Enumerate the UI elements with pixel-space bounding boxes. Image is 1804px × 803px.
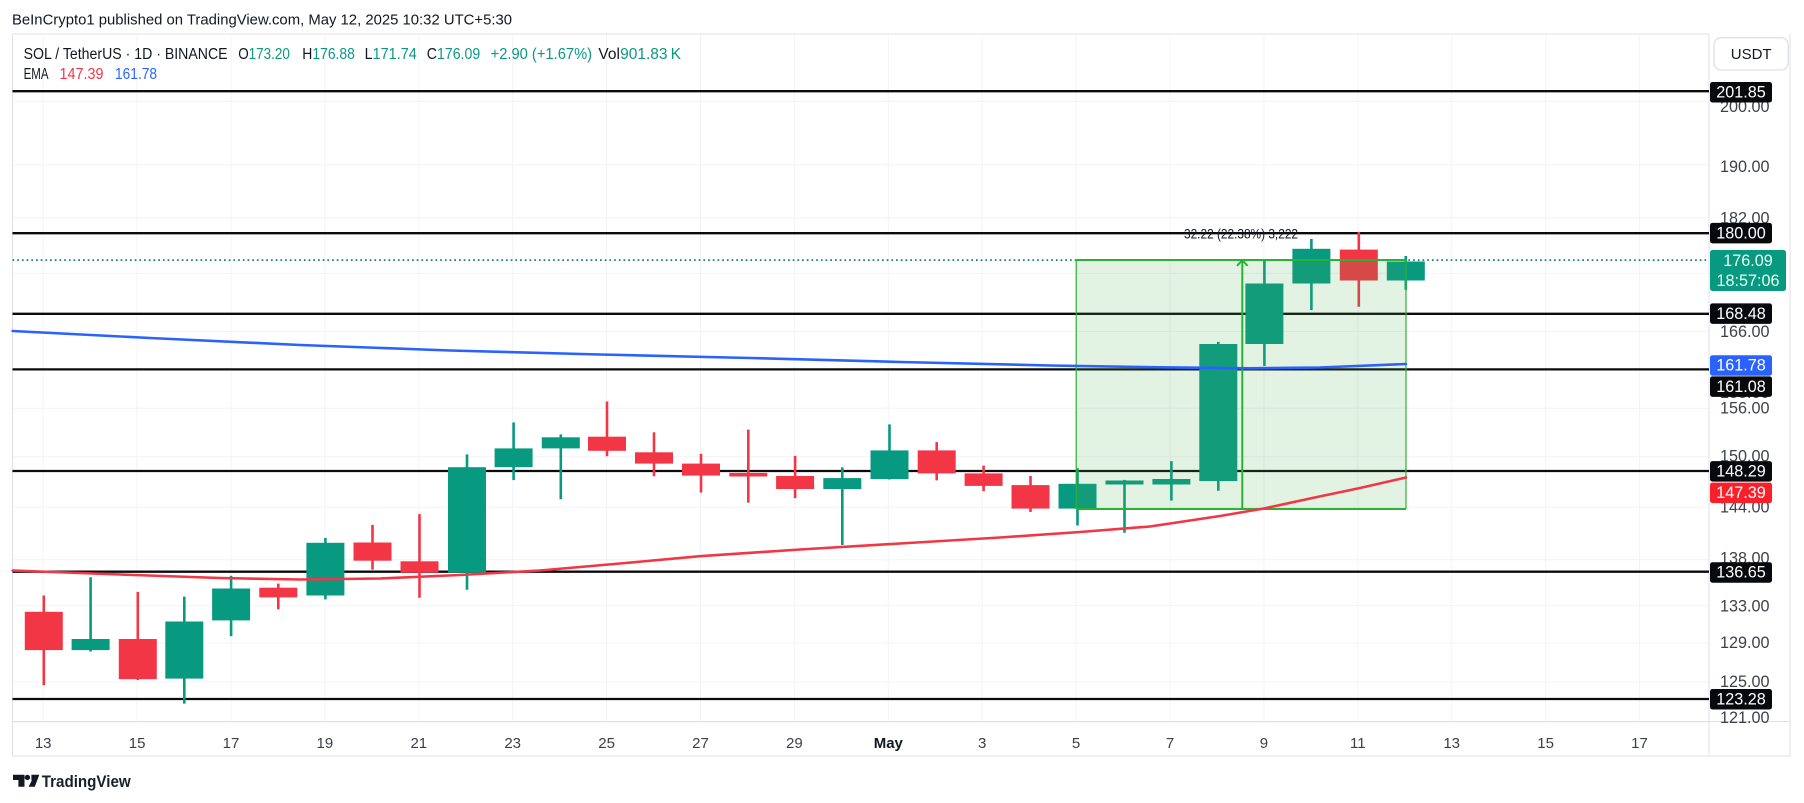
svg-text:166.00: 166.00 (1720, 323, 1770, 341)
svg-text:136.65: 136.65 (1716, 564, 1766, 582)
svg-text:133.00: 133.00 (1720, 597, 1770, 615)
svg-text:5: 5 (1072, 735, 1080, 752)
svg-text:BeInCrypto1 published on Tradi: BeInCrypto1 published on TradingView.com… (12, 11, 512, 28)
svg-text:TradingView: TradingView (42, 773, 131, 791)
svg-text:25: 25 (598, 735, 615, 752)
svg-text:O173.20: O173.20 (238, 46, 290, 63)
svg-text:11: 11 (1350, 735, 1366, 752)
svg-text:13: 13 (35, 735, 52, 752)
svg-text:19: 19 (317, 735, 334, 752)
svg-text:168.48: 168.48 (1716, 305, 1766, 323)
svg-text:176.09: 176.09 (1723, 252, 1773, 270)
svg-text:32.22 (22.38%) 3,222: 32.22 (22.38%) 3,222 (1184, 226, 1298, 242)
svg-text:182.00: 182.00 (1720, 209, 1770, 227)
svg-text:SOL / TetherUS · 1D · BINANCE: SOL / TetherUS · 1D · BINANCE (24, 46, 228, 63)
svg-text:H176.88: H176.88 (302, 46, 355, 63)
svg-text:23: 23 (504, 735, 521, 752)
svg-text:17: 17 (223, 735, 240, 752)
svg-text:9: 9 (1260, 735, 1268, 752)
svg-text:150.00: 150.00 (1720, 447, 1770, 465)
svg-text:180.00: 180.00 (1716, 224, 1766, 242)
svg-text:18:57:06: 18:57:06 (1716, 272, 1779, 290)
svg-text:15: 15 (129, 735, 146, 752)
svg-text:C176.09: C176.09 (427, 46, 480, 63)
svg-text:L171.74: L171.74 (365, 46, 418, 63)
svg-text:USDT: USDT (1731, 46, 1772, 63)
svg-text:148.29: 148.29 (1716, 463, 1766, 481)
svg-text:121.00: 121.00 (1720, 709, 1770, 727)
svg-text:156.00: 156.00 (1720, 400, 1770, 418)
svg-text:3: 3 (978, 735, 986, 752)
svg-text:161.78: 161.78 (1716, 357, 1766, 375)
svg-text:17: 17 (1631, 735, 1648, 752)
svg-text:190.00: 190.00 (1720, 158, 1770, 176)
svg-text:May: May (874, 735, 904, 752)
svg-text:27: 27 (692, 735, 709, 752)
svg-text:161.08: 161.08 (1716, 378, 1766, 396)
svg-text:Vol: Vol (598, 46, 620, 63)
svg-text:147.39: 147.39 (1716, 484, 1766, 502)
svg-text:13: 13 (1443, 735, 1460, 752)
svg-text:129.00: 129.00 (1720, 634, 1770, 652)
svg-text:147.39: 147.39 (60, 66, 104, 83)
svg-text:+2.90 (+1.67%): +2.90 (+1.67%) (491, 46, 592, 63)
svg-text:EMA: EMA (24, 66, 49, 83)
svg-text:201.85: 201.85 (1716, 84, 1766, 102)
svg-text:161.78: 161.78 (115, 66, 157, 83)
svg-text:901.83 K: 901.83 K (620, 46, 682, 63)
svg-text:21: 21 (410, 735, 427, 752)
svg-text:125.00: 125.00 (1720, 673, 1770, 691)
svg-text:123.28: 123.28 (1716, 690, 1766, 708)
svg-text:15: 15 (1537, 735, 1554, 752)
svg-text:7: 7 (1166, 735, 1174, 752)
svg-text:29: 29 (786, 735, 803, 752)
